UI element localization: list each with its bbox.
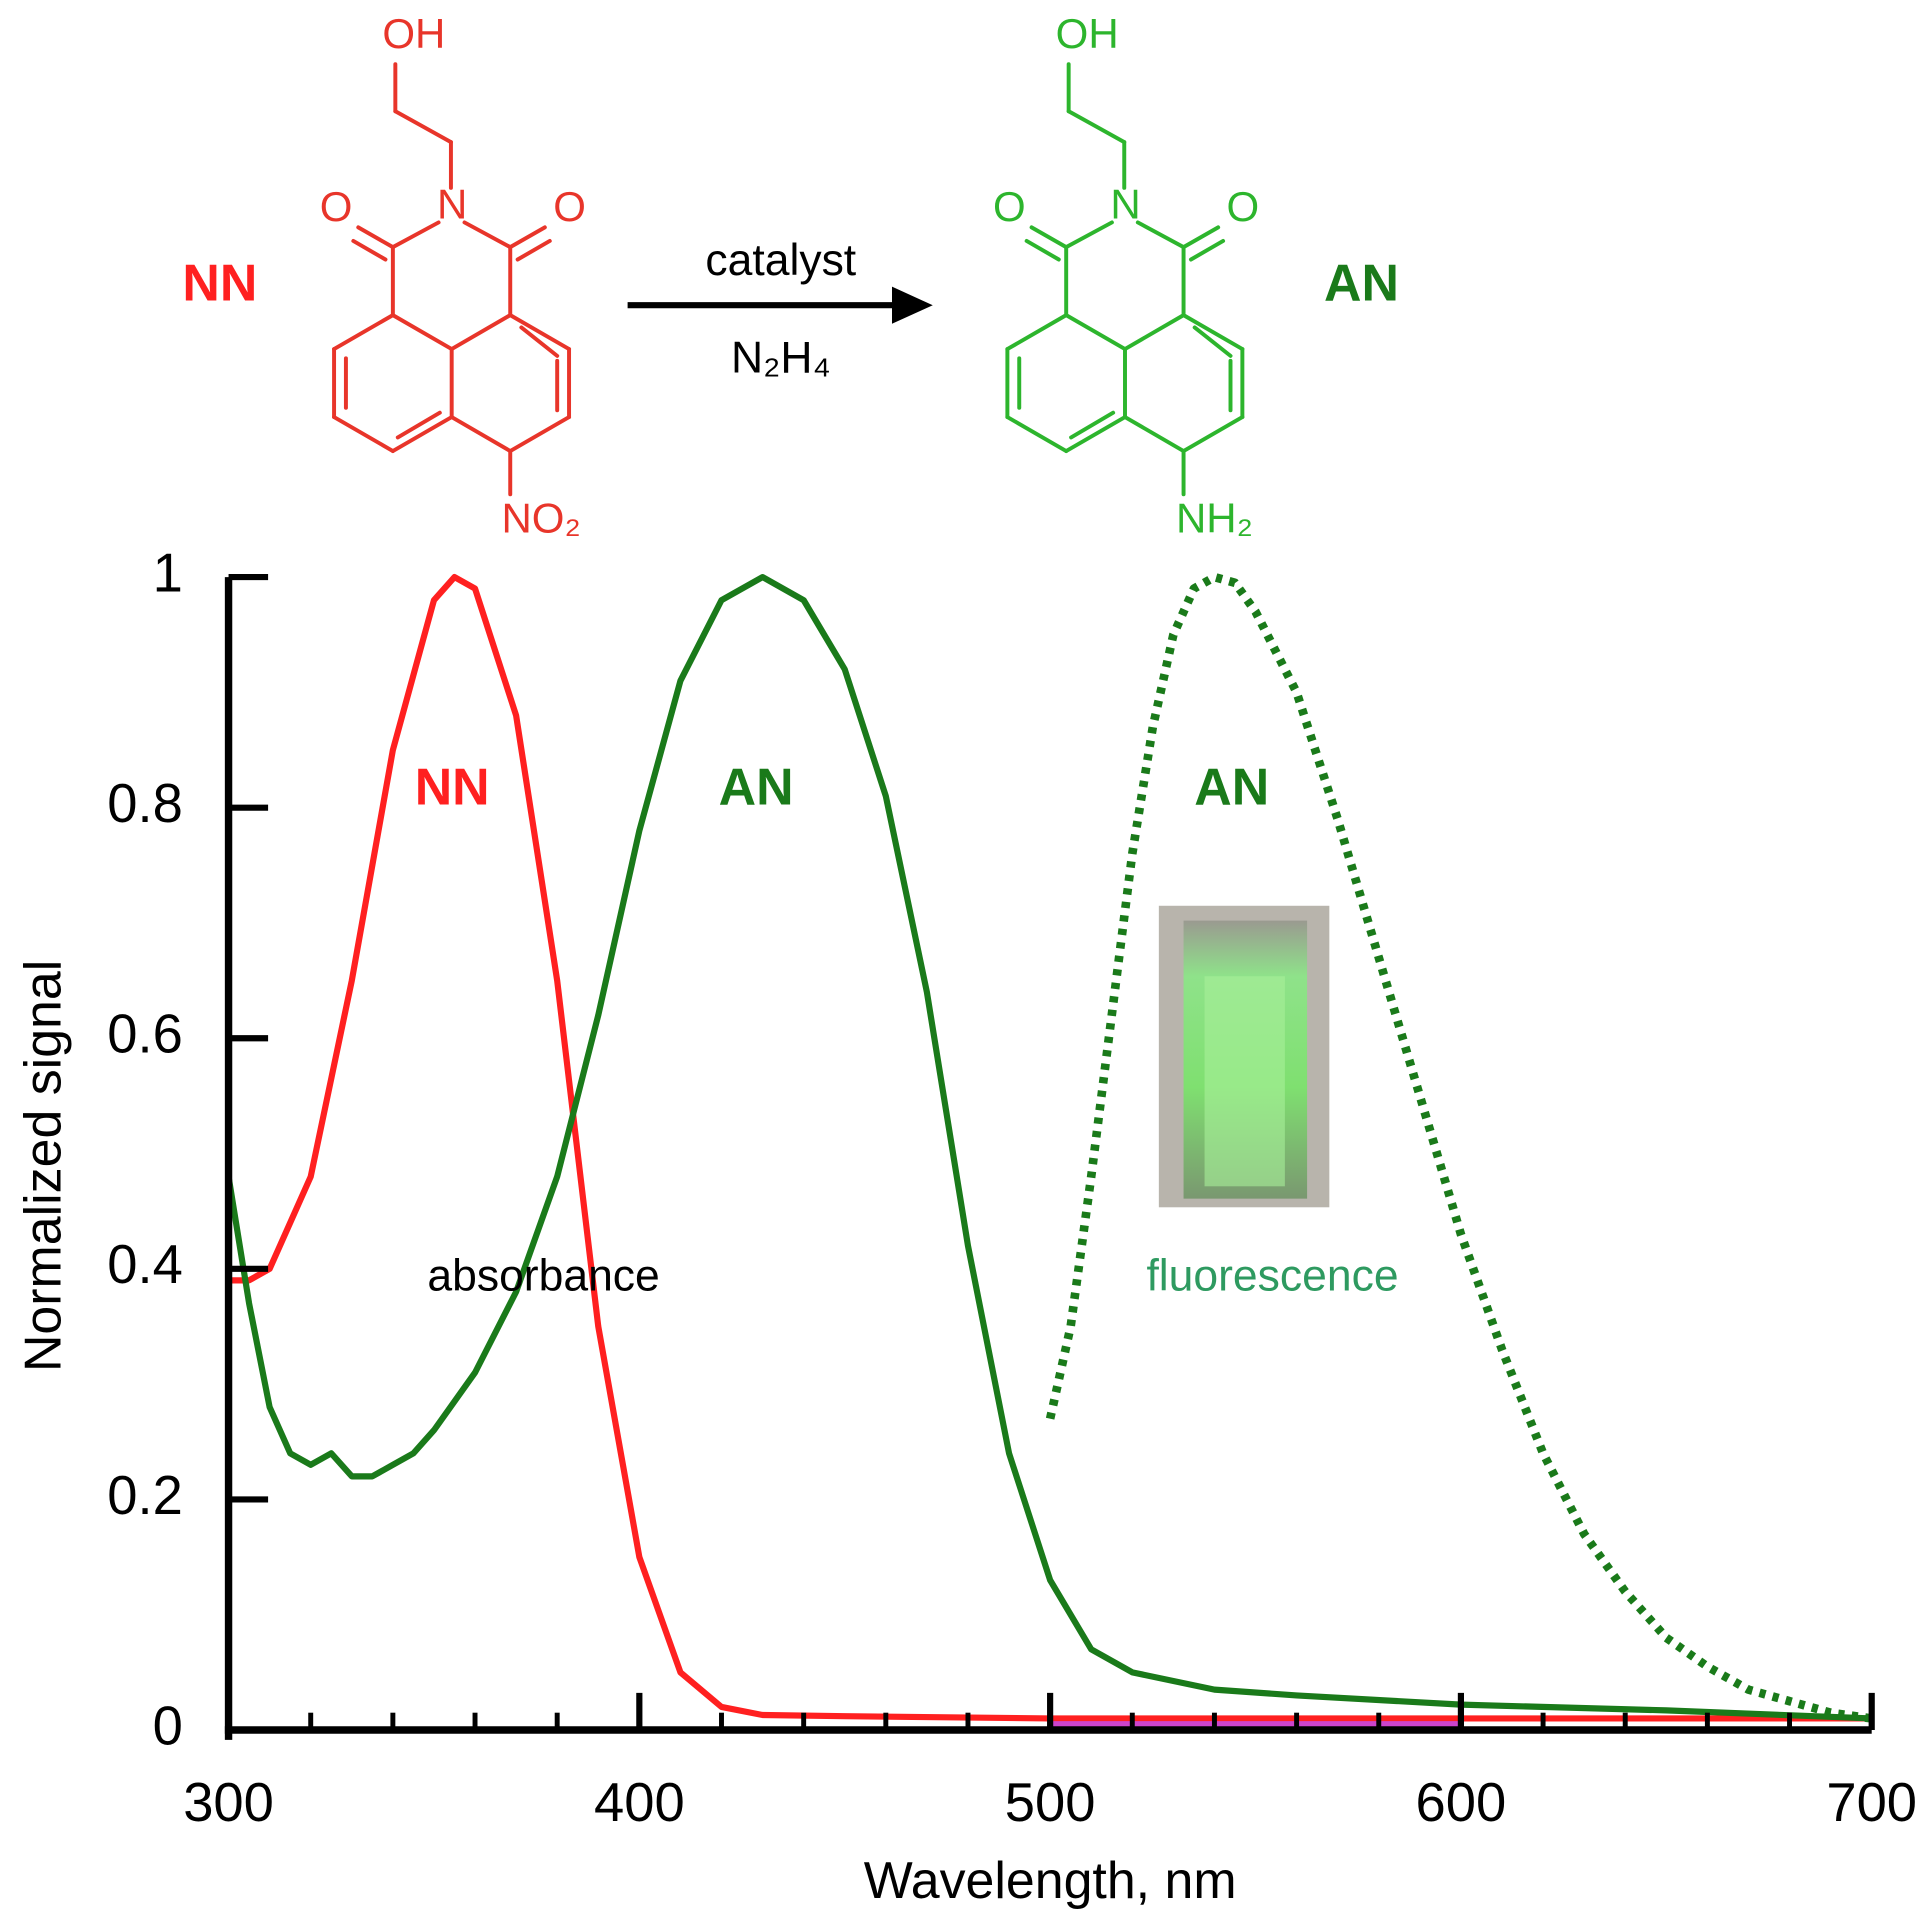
data-line — [1045, 572, 1873, 1723]
x-axis-label: Wavelength, nm — [864, 1851, 1237, 1909]
annotation: AN — [1194, 758, 1269, 816]
reactant-structure — [332, 62, 572, 497]
y-tick-label: 0.6 — [107, 1004, 183, 1065]
y-tick-label: 0.4 — [107, 1234, 183, 1295]
atom: OH — [1056, 10, 1119, 57]
atom: O — [320, 183, 353, 230]
atom: OH — [382, 10, 445, 57]
atom: NH₂ — [1176, 495, 1253, 542]
data-line — [228, 573, 1872, 1722]
annotation: fluorescence — [1146, 1252, 1398, 1301]
atom: NO₂ — [501, 495, 580, 542]
annotation: AN — [719, 758, 794, 816]
y-tick-label: 1 — [153, 542, 183, 603]
x-tick-label: 400 — [594, 1772, 685, 1833]
arrow-head — [891, 286, 933, 324]
x-tick-label: 500 — [1005, 1772, 1096, 1833]
y-tick-label: 0.2 — [107, 1465, 183, 1526]
reactant-label: NN — [182, 253, 257, 311]
x-tick-label: 600 — [1416, 1772, 1507, 1833]
atom: N — [437, 181, 467, 228]
y-axis-label: Normalized signal — [14, 960, 72, 1372]
annotation: absorbance — [427, 1252, 659, 1301]
atom: O — [553, 183, 586, 230]
y-tick-label: 0.8 — [107, 773, 183, 834]
x-tick-label: 700 — [1826, 1772, 1917, 1833]
product-atoms: OH O N O NH₂ — [993, 10, 1259, 541]
annotation: NN — [415, 758, 490, 816]
y-tick-label: 0 — [153, 1695, 183, 1756]
data-line — [225, 573, 1872, 1722]
atom: O — [1227, 183, 1260, 230]
reagent: catalyst — [705, 236, 856, 285]
reagent: N₂H₄ — [731, 334, 831, 383]
product-label: AN — [1324, 253, 1399, 311]
atom: O — [993, 183, 1026, 230]
x-tick-label: 300 — [183, 1772, 274, 1833]
cuvette-photo — [1158, 905, 1330, 1208]
product-structure — [1005, 62, 1245, 497]
atom: N — [1110, 181, 1140, 228]
reactant-atoms: OH O N O NO₂ — [320, 10, 586, 541]
